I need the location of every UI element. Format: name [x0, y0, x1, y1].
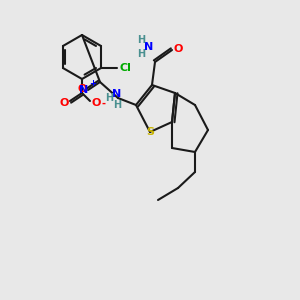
- Text: O: O: [77, 84, 87, 94]
- Text: N: N: [112, 89, 122, 99]
- Text: N: N: [144, 42, 154, 52]
- Text: H: H: [113, 100, 121, 110]
- Text: H: H: [137, 49, 145, 59]
- Text: N: N: [80, 85, 88, 95]
- Text: S: S: [146, 127, 154, 137]
- Text: O: O: [59, 98, 69, 108]
- Text: -: -: [101, 99, 105, 109]
- Text: O: O: [173, 44, 183, 54]
- Text: H: H: [137, 35, 145, 45]
- Text: O: O: [91, 98, 101, 108]
- Text: +: +: [89, 79, 96, 88]
- Text: Cl: Cl: [119, 63, 131, 73]
- Text: H: H: [105, 93, 113, 103]
